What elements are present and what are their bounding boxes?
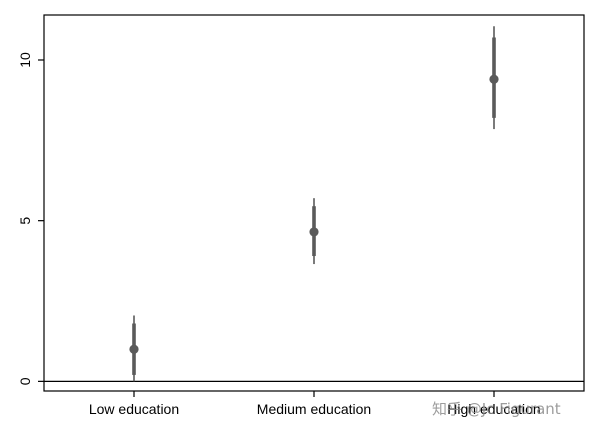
watermark-text: 知乎 @Jc Figurant <box>432 400 561 418</box>
x-tick-label: Medium education <box>257 401 371 417</box>
estimate-point <box>489 74 499 84</box>
y-tick-label: 5 <box>17 217 33 225</box>
estimate-point <box>129 344 139 354</box>
x-tick-label: High education <box>447 401 540 417</box>
chart-marks <box>129 26 499 382</box>
x-axis: Low education Medium education High educat… <box>89 391 541 417</box>
x-tick-label: Low education <box>89 401 179 417</box>
y-tick-label: 0 <box>17 377 33 385</box>
y-tick-label: 10 <box>17 52 33 68</box>
estimate-point <box>309 227 319 237</box>
y-axis: 0 5 10 <box>17 52 44 385</box>
